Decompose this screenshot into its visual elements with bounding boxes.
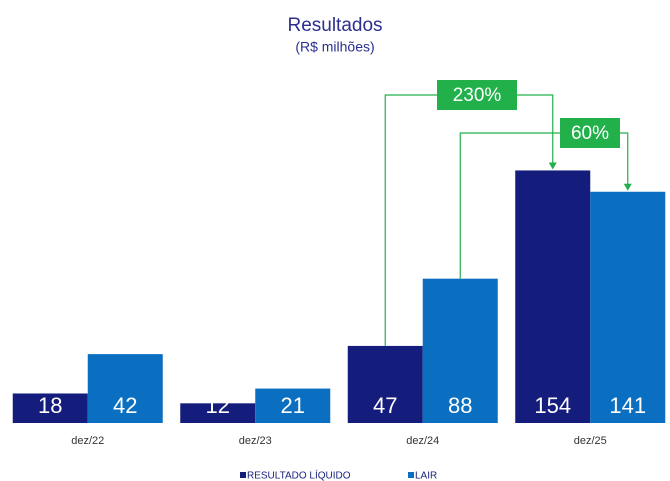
annotation-text: 60% [571, 123, 609, 144]
annotation-line [459, 132, 560, 279]
legend-swatch [240, 472, 246, 478]
annotation-box [560, 118, 620, 148]
legend-label: RESULTADO LÍQUIDO [247, 469, 351, 481]
value-label: 141 [609, 393, 646, 418]
value-label: 47 [373, 393, 397, 418]
annotation-line [620, 132, 629, 187]
annotation-line [517, 94, 554, 166]
legend-label: LAIR [415, 471, 437, 481]
bar [515, 170, 591, 423]
bar [87, 354, 163, 423]
x-tick-label: dez/22 [71, 435, 104, 447]
value-label: 21 [281, 393, 305, 418]
bar [180, 403, 256, 423]
value-label: 12 [206, 393, 230, 418]
bar [12, 393, 88, 423]
annotation-line [384, 94, 437, 346]
annotation-arrow [623, 183, 632, 191]
annotation-box [437, 80, 517, 110]
bar [422, 278, 498, 423]
bar [590, 191, 666, 423]
legend-swatch [408, 472, 414, 478]
chart-title: Resultados [287, 15, 382, 36]
annotation-text: 230% [453, 85, 502, 106]
bar [255, 388, 331, 423]
x-tick-label: dez/23 [239, 435, 272, 447]
value-label: 18 [38, 393, 62, 418]
value-label: 154 [534, 393, 571, 418]
bar [347, 345, 423, 423]
x-tick-label: dez/25 [574, 435, 607, 447]
value-label: 88 [448, 393, 472, 418]
chart-subtitle: (R$ milhões) [295, 39, 374, 55]
x-tick-label: dez/24 [406, 435, 439, 447]
annotation-arrow [548, 162, 557, 170]
value-label: 42 [113, 393, 137, 418]
